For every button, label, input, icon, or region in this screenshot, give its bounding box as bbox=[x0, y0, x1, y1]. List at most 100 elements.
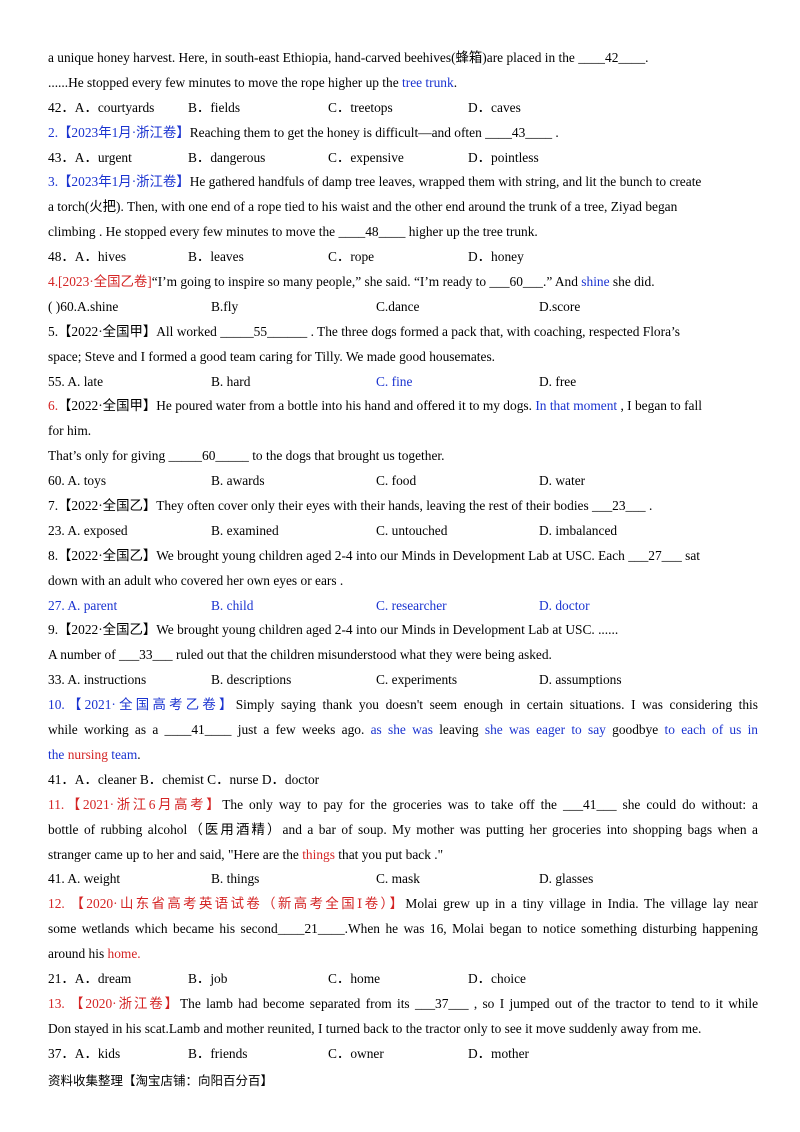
text-segment: 6. bbox=[48, 398, 59, 414]
text-segment: 4.[2023·全国乙卷] bbox=[48, 274, 152, 290]
text-line: 7.【2022·全国乙】They often cover only their … bbox=[48, 494, 758, 519]
text-segment: some wetlands which became his second bbox=[48, 921, 278, 937]
option-d: D．caves bbox=[468, 99, 521, 115]
text-segment: . The three dogs formed a pack that, wit… bbox=[307, 323, 680, 339]
text-line: 8.【2022·全国乙】We brought young children ag… bbox=[48, 544, 758, 569]
text-line: the nursing team. bbox=[48, 743, 758, 768]
option-c: C．owner bbox=[328, 1045, 384, 1061]
option-a: 55. A. late bbox=[48, 373, 104, 389]
answer-options: 21．A．dream B．job C．home D．choice bbox=[48, 967, 758, 992]
option-d: D. water bbox=[539, 473, 586, 489]
text-segment: . bbox=[645, 50, 649, 65]
answer-options: 55. A. late B. hard C. fine D. free bbox=[48, 370, 758, 395]
text-segment: for him. bbox=[48, 423, 92, 439]
option-b: B. hard bbox=[211, 373, 251, 389]
answer-blank: _____55______ bbox=[220, 323, 308, 339]
text-segment: a unique honey harvest. Here, in south-e… bbox=[48, 50, 579, 65]
text-segment: she did. bbox=[609, 274, 655, 290]
option-c: C．home bbox=[328, 970, 381, 986]
text-segment: team bbox=[111, 746, 138, 762]
text-segment: , so I jumped out of the tractor to tend… bbox=[468, 995, 759, 1011]
text-line: down with an adult who covered her own e… bbox=[48, 569, 758, 594]
text-line: 3.【2023年1月·浙江卷】He gathered handfuls of d… bbox=[48, 170, 758, 195]
text-segment: .” And bbox=[542, 274, 582, 290]
text-segment: home. bbox=[107, 946, 141, 962]
text-segment: He gathered handfuls of damp tree leaves… bbox=[189, 174, 702, 190]
option-c: C.dance bbox=[376, 298, 420, 314]
answer-blank: ____21____ bbox=[277, 921, 345, 937]
option-b: B.fly bbox=[211, 298, 239, 314]
text-segment: 2.【2023年1月·浙江卷】 bbox=[48, 124, 190, 140]
text-segment: shine bbox=[581, 274, 610, 290]
option-d: D. doctor bbox=[539, 597, 590, 613]
text-segment: sat bbox=[681, 547, 700, 563]
option-c: C. fine bbox=[376, 373, 413, 389]
text-segment: 9.【2022·全国乙】We brought young children ag… bbox=[48, 622, 619, 638]
option-a: 37．A．kids bbox=[48, 1045, 121, 1061]
text-line: ......He stopped every few minutes to mo… bbox=[48, 71, 758, 96]
text-segment: the bbox=[48, 746, 65, 762]
option-a: 60. A. toys bbox=[48, 473, 107, 489]
text-line: 11.【2021·浙江6月高考】The only way to pay for … bbox=[48, 793, 758, 818]
option-c: C. untouched bbox=[376, 522, 448, 538]
answer-blank: ____48____ bbox=[338, 224, 406, 240]
text-segment: In that moment bbox=[535, 398, 618, 414]
answer-options: 41. A. weight B. things C. mask D. glasses bbox=[48, 867, 758, 892]
text-line: stranger came up to her and said, "Here … bbox=[48, 843, 758, 868]
answer-options: 37．A．kids B．friends C．owner D．mother bbox=[48, 1042, 758, 1067]
option-c: C. researcher bbox=[376, 597, 447, 613]
answer-options: 27. A. parent B. child C. researcher D. doc… bbox=[48, 594, 758, 619]
option-d: D．choice bbox=[468, 970, 527, 986]
text-line: a unique honey harvest. Here, in south-e… bbox=[48, 46, 758, 71]
text-segment: to the dogs that brought us together. bbox=[248, 448, 445, 464]
option-d: D. assumptions bbox=[539, 672, 622, 688]
text-segment: down with an adult who covered her own e… bbox=[48, 572, 344, 588]
text-segment: 3.【2023年1月·浙江卷】 bbox=[48, 174, 190, 190]
answer-blank: ___33___ bbox=[119, 647, 173, 663]
text-segment: .When he was 16, Molai began to notice s… bbox=[344, 921, 758, 937]
text-segment: The only way to pay for the groceries wa… bbox=[222, 796, 563, 812]
text-segment: 13. 【2020·浙江卷】 bbox=[48, 995, 180, 1011]
text-segment: Don stayed in his scat.Lamb and mother r… bbox=[48, 1020, 702, 1036]
answer-options: 42．A．courtyards B．fields C．treetops D．caves bbox=[48, 96, 758, 121]
option-d: D. imbalanced bbox=[539, 522, 618, 538]
option-b: B. examined bbox=[211, 522, 279, 538]
option-d: D.score bbox=[539, 298, 581, 314]
text-line: a torch(火把). Then, with one end of a rop… bbox=[48, 195, 758, 220]
text-line: 5.【2022·全国甲】All worked _____55______ . T… bbox=[48, 320, 758, 345]
text-segment: nursing bbox=[67, 746, 108, 762]
text-line: 41．A．cleaner B．chemist C．nurse D．doctor bbox=[48, 768, 758, 793]
answer-options: 33. A. instructions B. descriptions C. exp… bbox=[48, 668, 758, 693]
text-line: 10.【2021·全国高考乙卷】Simply saying thank you … bbox=[48, 693, 758, 718]
text-line: some wetlands which became his second___… bbox=[48, 917, 758, 942]
text-segment: A number of bbox=[48, 647, 120, 663]
option-b: B．dangerous bbox=[188, 149, 266, 165]
option-d: D. glasses bbox=[539, 871, 594, 887]
text-line: 13. 【2020·浙江卷】The lamb had become separa… bbox=[48, 992, 758, 1017]
option-a: 23. A. exposed bbox=[48, 522, 128, 538]
option-d: D．mother bbox=[468, 1045, 529, 1061]
option-c: C．treetops bbox=[328, 99, 393, 115]
answer-blank: ____43____ bbox=[485, 124, 553, 140]
document-page: a unique honey harvest. Here, in south-e… bbox=[48, 46, 758, 1067]
text-line: 9.【2022·全国乙】We brought young children ag… bbox=[48, 618, 758, 643]
text-line: 2.【2023年1月·浙江卷】Reaching them to get the … bbox=[48, 121, 758, 146]
text-line: Don stayed in his scat.Lamb and mother r… bbox=[48, 1017, 758, 1042]
option-d: D．honey bbox=[468, 249, 524, 265]
text-segment: . bbox=[552, 124, 559, 140]
text-segment: that you put back ." bbox=[334, 846, 444, 862]
answer-options: 48．A．hives B．leaves C．rope D．honey bbox=[48, 245, 758, 270]
option-b: B. descriptions bbox=[211, 672, 292, 688]
text-segment: 41．A．cleaner B．chemist C．nurse D．doctor bbox=[48, 771, 320, 787]
answer-blank: ___37___ bbox=[414, 995, 469, 1011]
option-a: 21．A．dream bbox=[48, 970, 132, 986]
text-segment: 10.【2021·全国高考乙卷】 bbox=[48, 697, 236, 713]
text-segment: space; Steve and I formed a good team ca… bbox=[48, 348, 496, 364]
text-segment: tree trunk bbox=[402, 74, 454, 90]
text-segment: as she was bbox=[370, 722, 433, 738]
answer-options: 60. A. toys B. awards C. food D. water bbox=[48, 469, 758, 494]
text-line: while working as a ____41____ just a few… bbox=[48, 718, 758, 743]
text-segment: ruled out that the children misunderstoo… bbox=[172, 647, 552, 663]
answer-blank: ____42____ bbox=[578, 50, 646, 65]
option-d: D．pointless bbox=[468, 149, 539, 165]
